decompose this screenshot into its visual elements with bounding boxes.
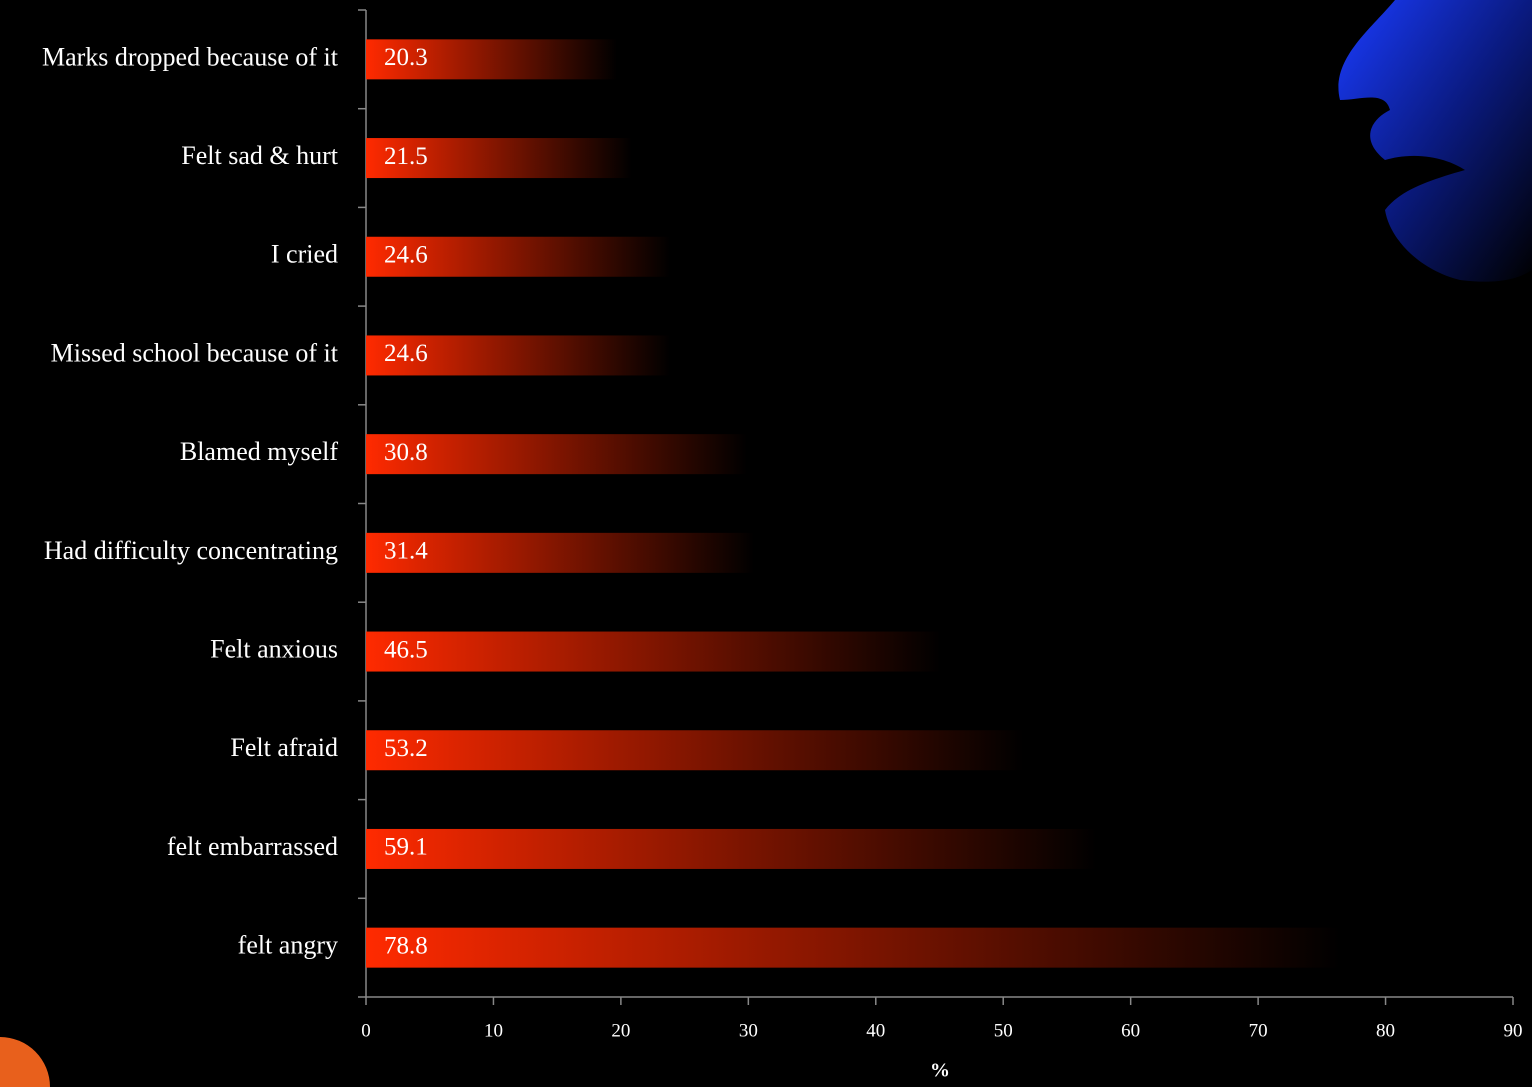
category-label: Missed school because of it [51, 338, 339, 367]
value-label: 31.4 [384, 538, 428, 565]
bar [366, 828, 1120, 869]
bar [366, 39, 625, 80]
value-label: 46.5 [384, 636, 428, 663]
x-tick-label: 0 [361, 1020, 371, 1041]
value-label: 24.6 [384, 340, 428, 367]
x-tick-label: 20 [611, 1020, 630, 1041]
category-label: Felt sad & hurt [181, 141, 338, 170]
bar [366, 434, 759, 475]
value-label: 59.1 [384, 834, 428, 861]
x-axis-label: % [930, 1060, 950, 1082]
category-label: I cried [271, 240, 338, 269]
x-tick-label: 40 [866, 1020, 885, 1041]
x-tick-label: 30 [739, 1020, 758, 1041]
bar [366, 532, 767, 573]
bar [366, 631, 959, 672]
face-decoration [1338, 0, 1532, 282]
x-tick-label: 70 [1249, 1020, 1268, 1041]
category-label: Had difficulty concentrating [44, 536, 338, 565]
corner-decoration [0, 1037, 50, 1087]
category-label: Felt anxious [210, 635, 338, 664]
x-tick-label: 80 [1376, 1020, 1395, 1041]
value-label: 24.6 [384, 241, 428, 268]
value-label: 21.5 [384, 143, 428, 170]
value-label: 53.2 [384, 735, 428, 762]
category-label: Marks dropped because of it [42, 42, 339, 71]
x-tick-label: 90 [1504, 1020, 1523, 1041]
category-label: Blamed myself [180, 437, 338, 466]
bar [366, 730, 1045, 771]
category-label: felt angry [238, 931, 338, 960]
bar [366, 236, 680, 277]
value-label: 30.8 [384, 439, 428, 466]
value-label: 20.3 [384, 44, 428, 71]
value-label: 78.8 [384, 932, 428, 959]
bar [366, 927, 1371, 968]
x-tick-label: 10 [484, 1020, 503, 1041]
x-tick-label: 50 [994, 1020, 1013, 1041]
x-tick-label: 60 [1121, 1020, 1140, 1041]
category-label: Felt afraid [230, 733, 338, 762]
bar [366, 138, 641, 179]
category-label: felt embarrassed [167, 832, 338, 861]
bar [366, 335, 680, 376]
